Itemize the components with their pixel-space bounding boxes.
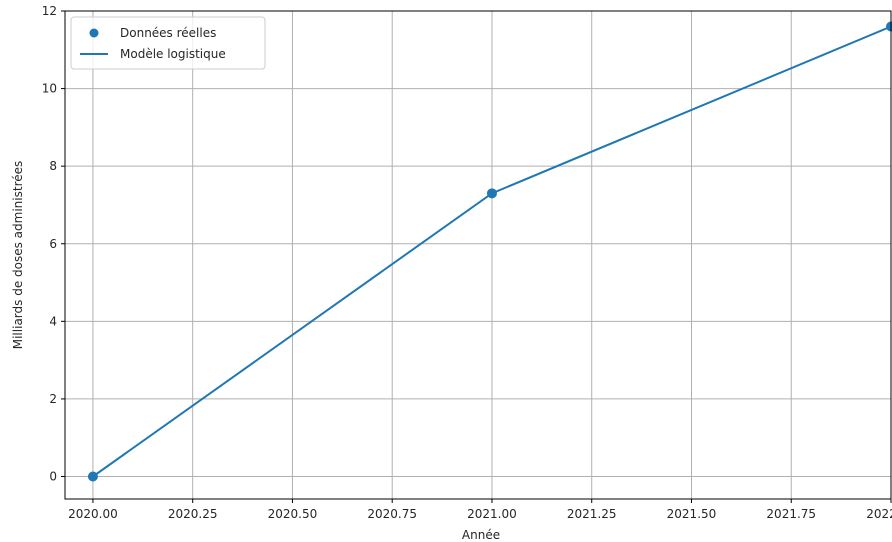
y-tick-label: 2 xyxy=(49,392,57,406)
legend-box xyxy=(71,17,265,69)
y-tick-label: 6 xyxy=(49,237,57,251)
y-tick-label: 8 xyxy=(49,159,57,173)
x-tick-label: 2020.25 xyxy=(168,507,218,521)
x-tick-label: 2021.25 xyxy=(567,507,617,521)
x-tick-label: 2020.00 xyxy=(68,507,118,521)
x-tick-label: 2020.75 xyxy=(367,507,417,521)
x-tick-label: 2021.00 xyxy=(467,507,517,521)
legend-label: Modèle logistique xyxy=(120,47,226,61)
y-tick-label: 10 xyxy=(42,82,57,96)
x-tick-label: 2021.50 xyxy=(667,507,717,521)
x-tick-label: 2021.75 xyxy=(766,507,816,521)
legend: Données réelles Modèle logistique xyxy=(71,17,265,69)
x-axis-label: Année xyxy=(462,528,500,542)
x-tick-label: 2022.00 xyxy=(866,507,892,521)
y-tick-label: 4 xyxy=(49,314,57,328)
y-axis-label: Milliards de doses administrées xyxy=(11,161,25,350)
y-tick-label: 0 xyxy=(49,470,57,484)
y-tick-label: 12 xyxy=(42,4,57,18)
data-point xyxy=(487,188,497,198)
x-tick-label: 2020.50 xyxy=(268,507,318,521)
legend-marker xyxy=(90,29,99,38)
legend-label: Données réelles xyxy=(120,26,216,40)
data-point xyxy=(88,472,98,482)
